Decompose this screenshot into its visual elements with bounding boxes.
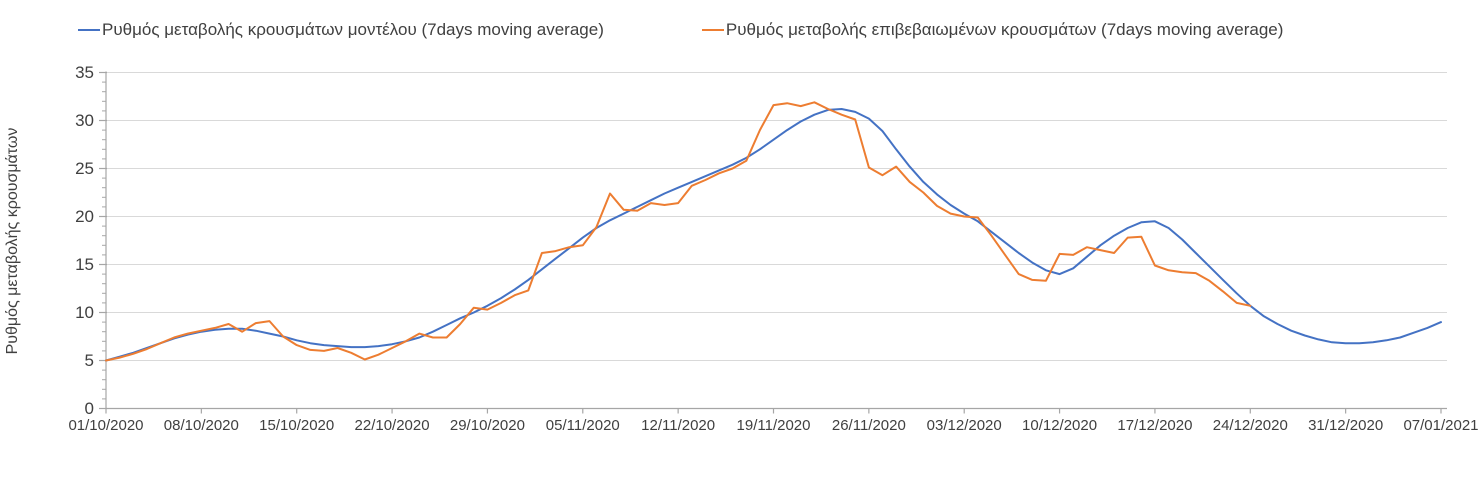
series-line-model [105,108,1442,362]
y-tick-label: 30 [75,110,94,130]
legend-label-confirmed: Ρυθμός μεταβολής επιβεβαιωμένων κρουσμάτ… [725,20,1284,39]
x-tick-label: 24/12/2020 [1212,417,1288,434]
y-tick-label: 10 [75,302,94,322]
y-tick-label: 20 [75,206,94,226]
legend-label-model: Ρυθμός μεταβολής κρουσμάτων μοντέλου (7d… [102,20,604,39]
x-tick-label: 19/11/2020 [736,417,811,434]
y-tick-label: 15 [75,254,94,274]
model-line-legend-icon [78,29,100,31]
x-tick-label: 17/12/2020 [1117,417,1193,434]
x-tick-label: 10/12/2020 [1022,417,1098,434]
x-tick-label: 01/10/2020 [68,417,144,434]
legend-item-confirmed: Ρυθμός μεταβολής επιβεβαιωμένων κρουσμάτ… [701,20,1284,40]
series-line-confirmed [105,101,1252,362]
x-tick-label: 07/01/2021 [1403,417,1479,434]
x-tick-label: 31/12/2020 [1308,417,1384,434]
x-tick-label: 15/10/2020 [259,417,335,434]
legend: Ρυθμός μεταβολής κρουσμάτων μοντέλου (7d… [78,20,1283,40]
y-tick-label: 5 [84,350,94,370]
x-tick-label: 22/10/2020 [354,417,430,434]
x-tick-label: 03/12/2020 [926,417,1002,434]
x-tick-label: 29/10/2020 [449,417,525,434]
legend-item-model: Ρυθμός μεταβολής κρουσμάτων μοντέλου (7d… [78,20,604,40]
x-tick-label: 08/10/2020 [163,417,239,434]
x-tick-label: 26/11/2020 [831,417,906,434]
y-tick-label: 35 [75,62,94,82]
y-tick-label: 0 [84,398,94,418]
confirmed-line-legend-icon [701,29,724,31]
x-tick-label: 05/11/2020 [545,417,620,434]
y-tick-label: 25 [75,158,94,178]
x-tick-label: 12/11/2020 [641,417,716,434]
